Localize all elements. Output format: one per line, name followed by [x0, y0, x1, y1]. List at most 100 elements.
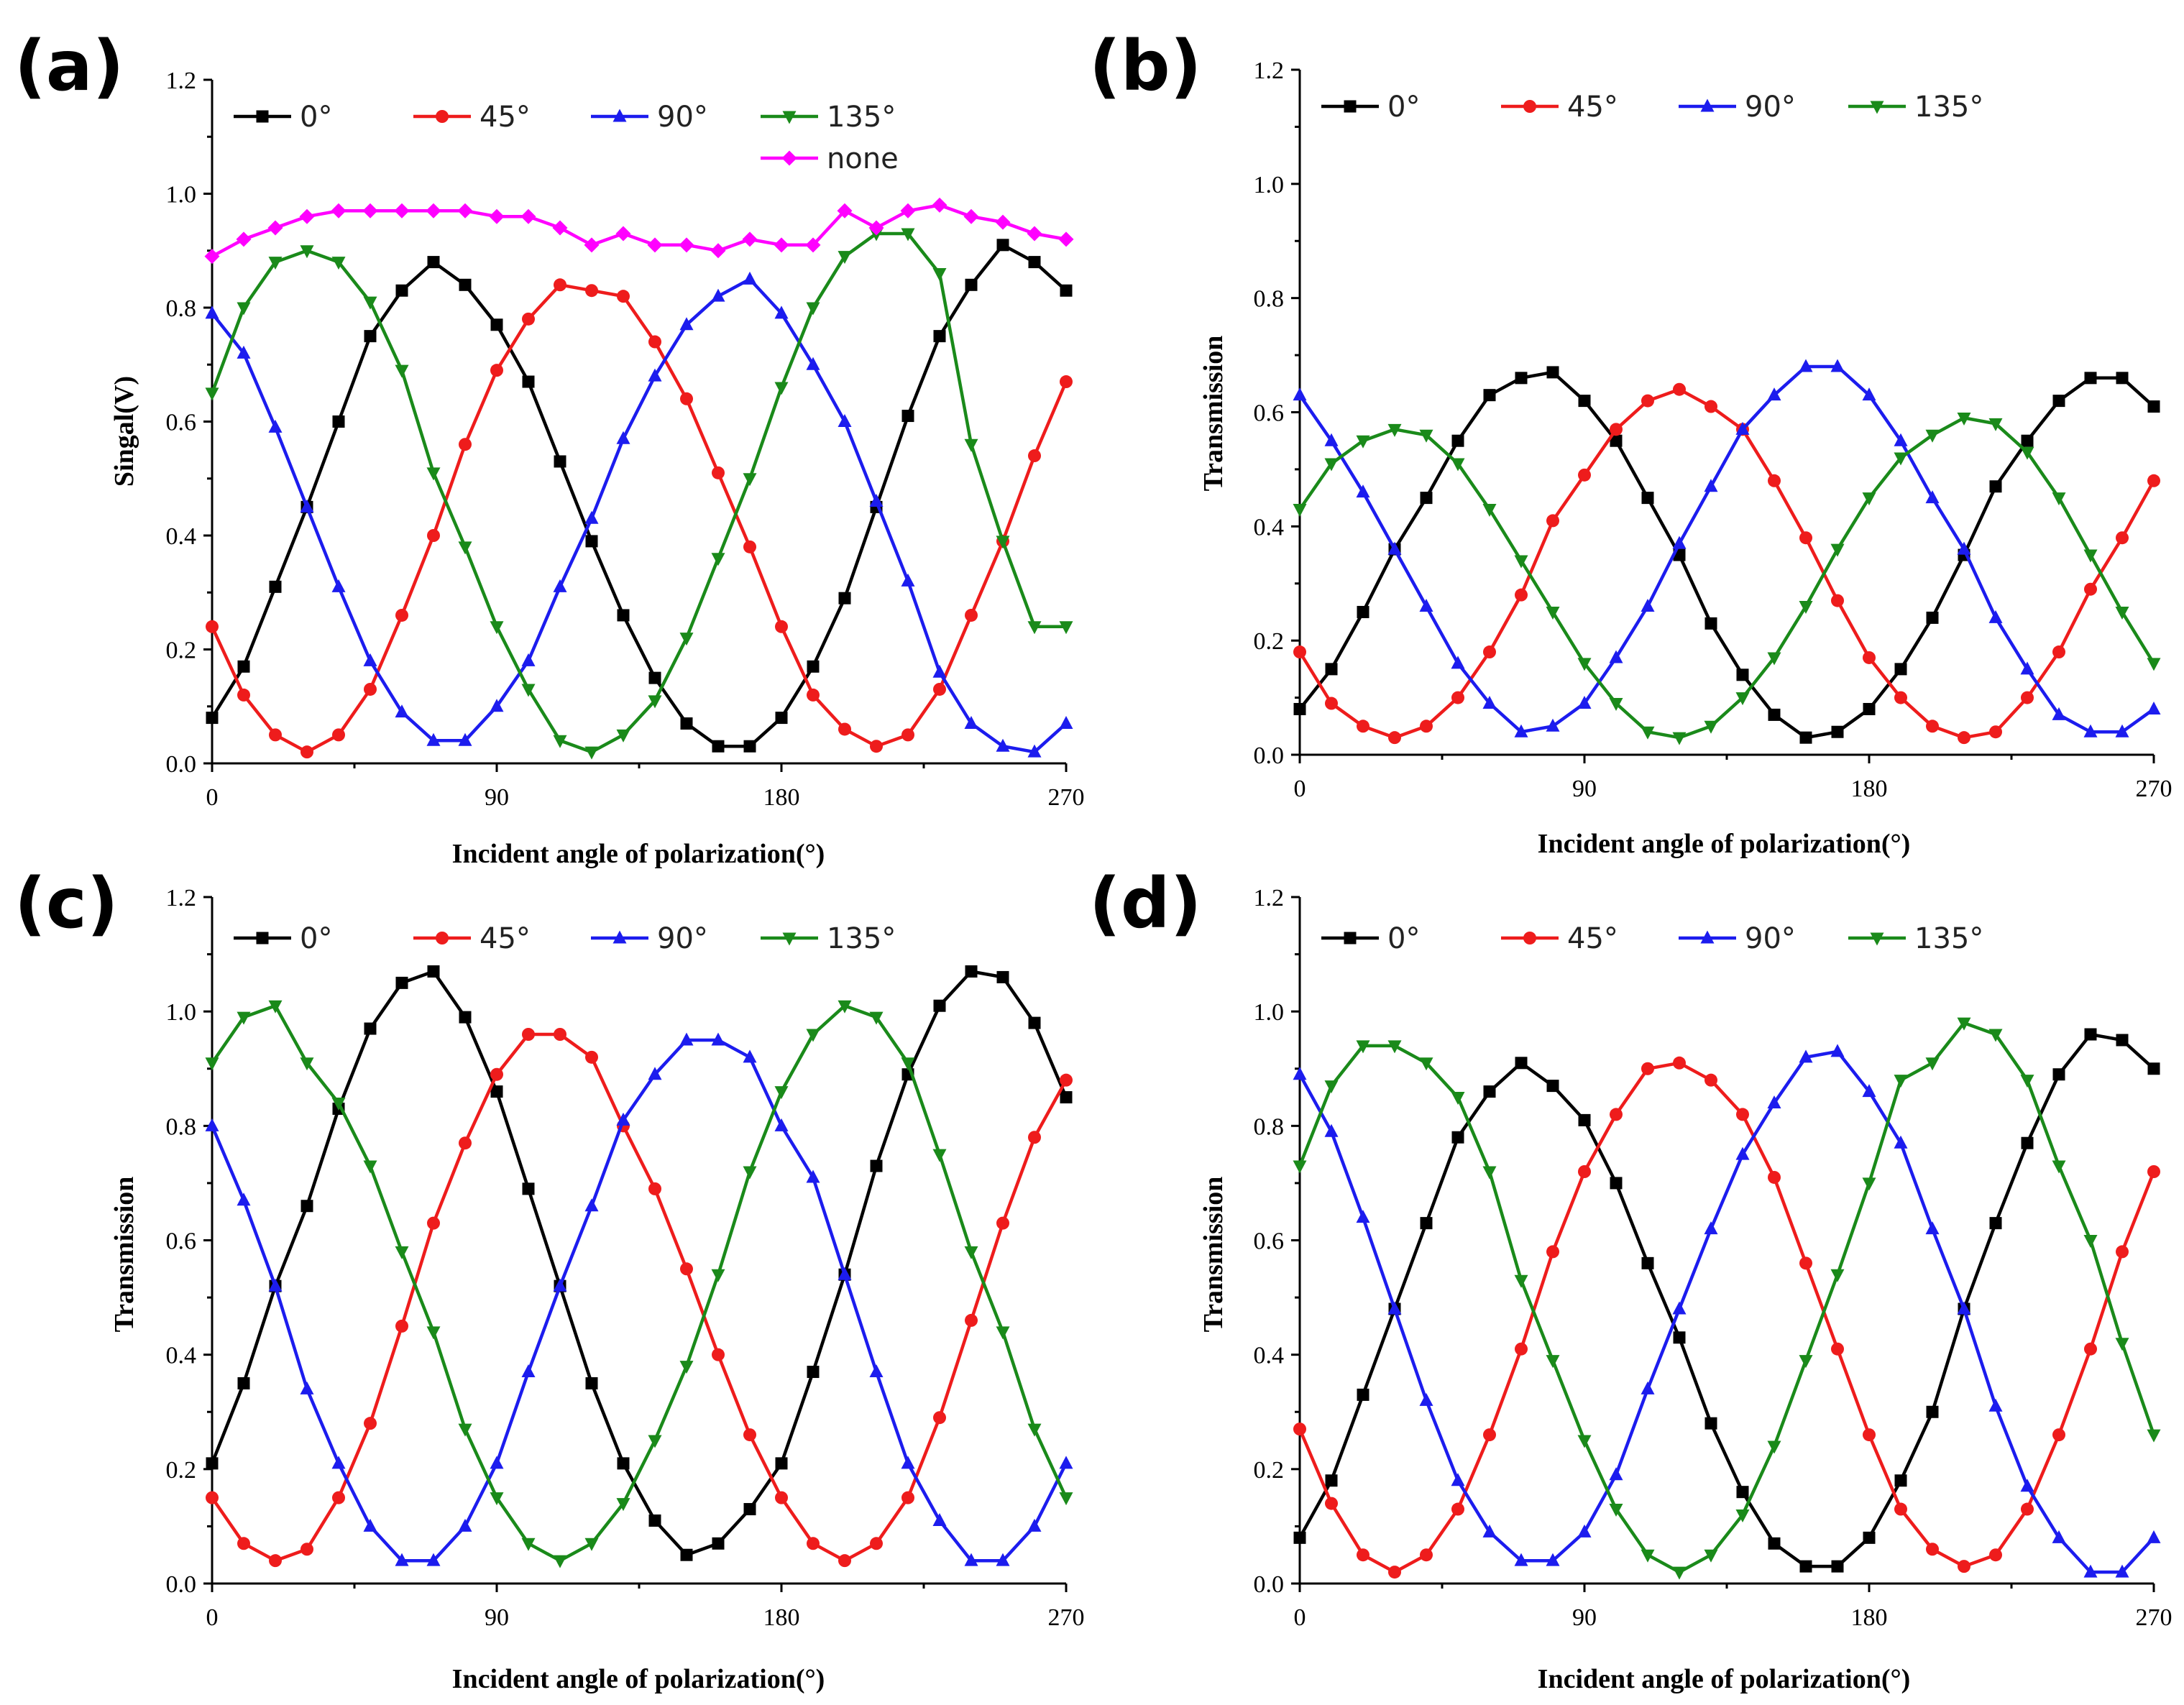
data-point: [1483, 1085, 1496, 1098]
data-point: [553, 735, 567, 748]
data-point: [1356, 1040, 1370, 1054]
data-point: [964, 1553, 978, 1566]
legend-item: 135°: [1848, 91, 1983, 124]
data-point: [237, 345, 251, 359]
data-point: [933, 1411, 946, 1425]
data-point: [2084, 372, 2097, 385]
data-point: [869, 493, 884, 507]
legend-marker: [1870, 101, 1884, 114]
legend-item: 0°: [1321, 91, 1420, 124]
data-point: [299, 208, 315, 224]
data-point: [775, 1491, 788, 1504]
data-point: [2116, 372, 2129, 385]
data-point: [237, 1011, 251, 1025]
data-point: [2147, 701, 2161, 714]
legend-item: none: [761, 142, 899, 175]
data-point: [1515, 1057, 1528, 1070]
data-point: [712, 1348, 725, 1361]
data-point: [1926, 1543, 1939, 1556]
data-point: [1988, 1398, 2003, 1412]
data-point: [1357, 720, 1369, 733]
data-point: [996, 970, 1009, 983]
data-point: [1925, 429, 1940, 443]
data-point: [743, 1166, 757, 1180]
data-point: [1609, 1467, 1623, 1481]
data-point: [1767, 1440, 1781, 1454]
y-tick-label: 0.0: [1254, 743, 1285, 769]
data-point: [2116, 531, 2129, 545]
data-point: [870, 1537, 883, 1550]
data-point: [743, 1428, 756, 1442]
data-point: [1546, 366, 1559, 379]
data-point: [1515, 588, 1528, 602]
legend-label: 135°: [1914, 922, 1983, 955]
data-point: [364, 1417, 377, 1430]
legend-label: 45°: [480, 101, 531, 134]
data-point: [1059, 716, 1073, 730]
data-point: [648, 1435, 662, 1448]
y-tick-label: 0.6: [166, 1228, 197, 1255]
data-point: [1958, 731, 1970, 745]
legend-marker: [1700, 98, 1715, 112]
data-point: [1831, 725, 1844, 738]
y-tick-label: 0.2: [166, 1457, 197, 1484]
data-point: [1387, 1040, 1402, 1054]
data-point: [1925, 1057, 1940, 1071]
data-point: [458, 1518, 472, 1532]
data-point: [267, 220, 283, 236]
data-point: [2147, 1530, 2161, 1543]
legend-label: 135°: [1914, 91, 1983, 124]
data-point: [1989, 1217, 2002, 1230]
data-point: [457, 203, 473, 219]
data-point: [490, 1456, 504, 1469]
data-point: [236, 231, 252, 247]
data-point: [1989, 725, 2002, 739]
data-point: [900, 203, 916, 219]
data-point: [616, 431, 630, 444]
series-line: [211, 277, 1068, 754]
legend-marker: [1344, 932, 1357, 945]
panel-label-c: (c): [14, 863, 119, 944]
data-point: [615, 226, 631, 242]
data-point: [1641, 492, 1654, 505]
data-point: [521, 1538, 536, 1551]
y-tick-label: 1.2: [1254, 885, 1285, 911]
data-point: [2052, 395, 2065, 408]
y-tick-label: 0.2: [1254, 1457, 1285, 1484]
data-point: [554, 278, 566, 292]
data-point: [395, 704, 409, 718]
data-point: [933, 330, 946, 343]
data-point: [1672, 1566, 1687, 1580]
data-point: [1958, 1560, 1970, 1573]
data-point: [1482, 696, 1497, 709]
data-point: [1357, 1548, 1369, 1562]
y-tick-label: 0.2: [1254, 628, 1285, 655]
data-point: [1735, 1509, 1750, 1522]
data-point: [490, 699, 504, 712]
data-point: [965, 1313, 978, 1327]
data-point: [1672, 732, 1687, 745]
data-point: [521, 684, 536, 697]
data-point: [395, 1553, 409, 1566]
data-point: [1926, 611, 1939, 624]
data-point: [1514, 1274, 1528, 1288]
data-point: [647, 237, 663, 253]
data-point: [1578, 1113, 1591, 1126]
data-point: [679, 317, 694, 331]
data-point: [1799, 1355, 1813, 1369]
plot-area-b: 0.0 0.2 0.4 0.6 0.8 1.0 1.2 0 90 180 270 0° 45° 90° 13…: [1254, 58, 2172, 802]
data-point: [553, 579, 567, 592]
data-point: [679, 237, 694, 253]
legend-item: 45°: [413, 922, 531, 955]
data-point: [2020, 446, 2034, 460]
data-point: [2147, 658, 2161, 671]
data-point: [617, 1457, 630, 1470]
data-point: [870, 740, 883, 753]
data-point: [1894, 452, 1908, 466]
data-point: [1451, 1502, 1464, 1516]
data-point: [901, 1491, 914, 1504]
data-point: [1028, 256, 1041, 269]
data-point: [1451, 691, 1464, 704]
data-point: [1957, 1301, 1971, 1315]
data-point: [300, 745, 313, 759]
